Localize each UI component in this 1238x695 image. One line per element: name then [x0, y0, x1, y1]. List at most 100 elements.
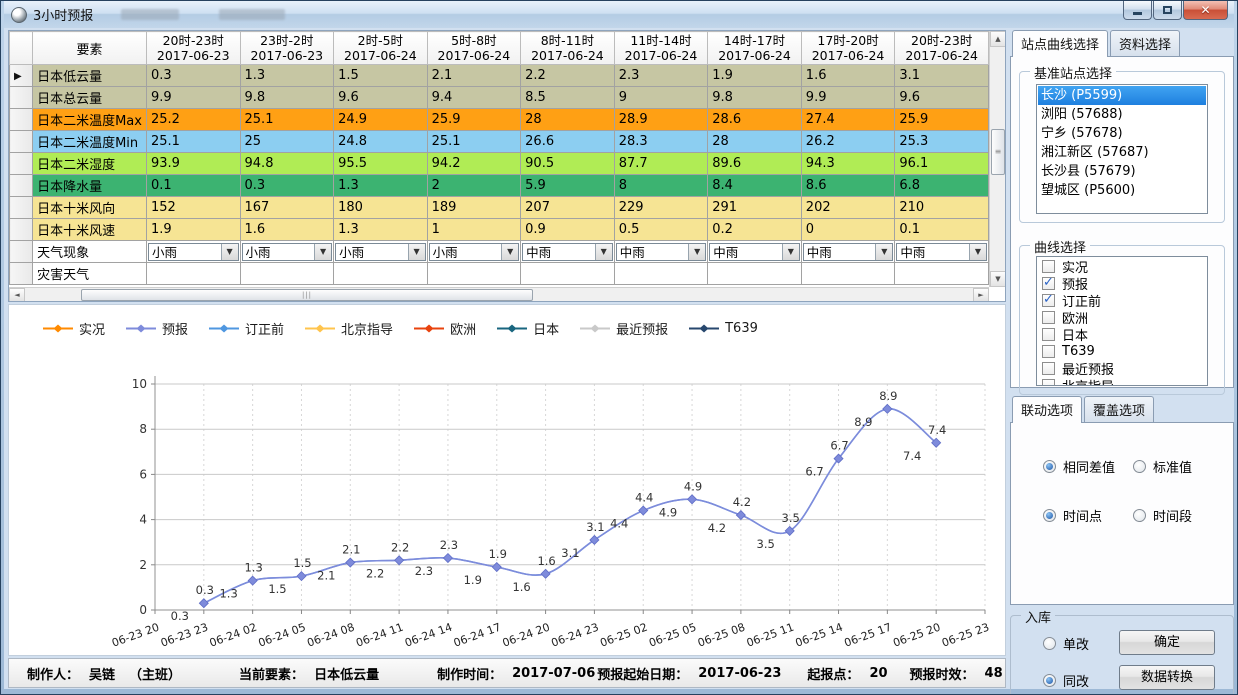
row-selector-cell[interactable]: [9, 108, 34, 131]
grid-cell[interactable]: 2.2: [520, 64, 615, 87]
station-listbox[interactable]: 长沙 (P5599) 浏阳 (57688) 宁乡 (57678) 湘江新区 (5768…: [1036, 84, 1208, 214]
grid-cell[interactable]: 291: [707, 196, 802, 219]
row-selector-cell[interactable]: ▶: [9, 64, 34, 87]
grid-cell[interactable]: [520, 262, 615, 285]
grid-cell[interactable]: [333, 262, 428, 285]
grid-cell[interactable]: 25.9: [426, 108, 522, 131]
weather-select[interactable]: 中雨 ▼: [802, 242, 894, 261]
chevron-down-icon[interactable]: ▼: [594, 243, 612, 260]
grid-cell[interactable]: 25.1: [426, 130, 522, 153]
table-horizontal-scrollbar[interactable]: ◄ ||| ►: [9, 287, 989, 301]
row-selector-cell[interactable]: [9, 174, 34, 197]
grid-cell[interactable]: 229: [613, 196, 709, 219]
curve-checkbox[interactable]: [1042, 260, 1055, 273]
linkage-radio[interactable]: [1043, 460, 1056, 473]
grid-cell[interactable]: 28.9: [613, 108, 709, 131]
grid-cell[interactable]: 210: [894, 196, 989, 219]
grid-cell[interactable]: 8.6: [800, 174, 896, 197]
grid-cell[interactable]: 0.5: [613, 218, 709, 241]
grid-cell[interactable]: [613, 262, 709, 285]
grid-cell[interactable]: 1: [426, 218, 522, 241]
grid-cell[interactable]: 24.9: [333, 108, 428, 131]
curve-checkbox-row[interactable]: 北京指导: [1038, 377, 1206, 385]
grid-cell[interactable]: 9.8: [239, 86, 335, 109]
tab-overlay-options[interactable]: 覆盖选项: [1084, 396, 1155, 422]
data-convert-button[interactable]: 数据转换: [1119, 665, 1215, 690]
horizontal-scroll-thumb[interactable]: |||: [81, 289, 533, 301]
store-radio-row[interactable]: 同改: [1043, 671, 1119, 690]
grid-cell[interactable]: 1.3: [239, 64, 335, 87]
legend-item[interactable]: 日本: [497, 319, 559, 338]
grid-cell[interactable]: 26.6: [520, 130, 615, 153]
row-selector-cell[interactable]: [9, 218, 34, 241]
grid-cell[interactable]: 9.8: [707, 86, 802, 109]
grid-cell[interactable]: 0: [800, 218, 896, 241]
row-selector-cell[interactable]: [9, 196, 34, 219]
grid-cell[interactable]: 2.1: [426, 64, 522, 87]
scroll-left-button[interactable]: ◄: [9, 287, 25, 301]
chevron-down-icon[interactable]: ▼: [220, 243, 238, 260]
maximize-button[interactable]: [1153, 1, 1182, 20]
scroll-down-button[interactable]: ▼: [990, 271, 1005, 287]
curve-checkbox[interactable]: [1042, 362, 1055, 375]
grid-cell[interactable]: 25.2: [145, 108, 241, 131]
linkage-radio-row[interactable]: 相同差值: [1043, 457, 1133, 476]
grid-cell[interactable]: 25.9: [894, 108, 989, 131]
grid-cell[interactable]: 94.2: [426, 152, 522, 175]
close-button[interactable]: ✕: [1183, 1, 1228, 20]
grid-cell[interactable]: 207: [520, 196, 615, 219]
curve-checkbox-row[interactable]: 订正前: [1038, 292, 1206, 310]
legend-item[interactable]: 最近预报: [580, 319, 668, 338]
legend-item[interactable]: 预报: [126, 319, 188, 338]
grid-cell[interactable]: 1.6: [800, 64, 896, 87]
station-option[interactable]: 长沙县 (57679): [1041, 164, 1136, 179]
grid-cell[interactable]: 27.4: [800, 108, 896, 131]
grid-cell[interactable]: 0.1: [894, 218, 989, 241]
grid-cell[interactable]: 0.9: [520, 218, 615, 241]
grid-cell[interactable]: 0.3: [145, 64, 241, 87]
station-option[interactable]: 望城区 (P5600): [1041, 183, 1136, 198]
chevron-down-icon[interactable]: ▼: [875, 243, 893, 260]
grid-cell[interactable]: 9.9: [145, 86, 241, 109]
grid-cell[interactable]: 1.5: [333, 64, 428, 87]
legend-item[interactable]: T639: [689, 321, 758, 336]
grid-cell[interactable]: 93.9: [145, 152, 241, 175]
grid-cell[interactable]: 95.5: [333, 152, 428, 175]
grid-cell[interactable]: 9: [613, 86, 709, 109]
grid-cell[interactable]: 96.1: [894, 152, 989, 175]
curve-checkbox[interactable]: [1042, 275, 1055, 290]
row-selector-cell[interactable]: [9, 130, 34, 153]
curve-checkbox-row[interactable]: 欧洲: [1038, 309, 1206, 327]
curve-checkbox[interactable]: [1042, 345, 1055, 358]
grid-cell[interactable]: 152: [145, 196, 241, 219]
grid-cell[interactable]: 1.9: [707, 64, 802, 87]
chevron-down-icon[interactable]: ▼: [781, 243, 799, 260]
grid-cell[interactable]: [426, 262, 522, 285]
grid-cell[interactable]: 8.5: [520, 86, 615, 109]
store-radio-row[interactable]: 单改: [1043, 634, 1119, 653]
row-selector-cell[interactable]: [9, 86, 34, 109]
grid-cell[interactable]: 87.7: [613, 152, 709, 175]
linkage-radio-row[interactable]: 时间段: [1133, 506, 1223, 525]
confirm-button[interactable]: 确定: [1119, 630, 1215, 655]
grid-cell[interactable]: [894, 262, 989, 285]
legend-item[interactable]: 订正前: [209, 319, 284, 338]
weather-select[interactable]: 小雨 ▼: [147, 242, 239, 261]
grid-cell[interactable]: 6.8: [894, 174, 989, 197]
grid-cell[interactable]: 9.6: [333, 86, 428, 109]
grid-cell[interactable]: 180: [333, 196, 428, 219]
curve-checkbox-row[interactable]: 实况: [1038, 258, 1206, 276]
linkage-radio[interactable]: [1133, 509, 1146, 522]
curve-checkbox-row[interactable]: 预报: [1038, 275, 1206, 293]
grid-cell[interactable]: 25.1: [239, 108, 335, 131]
tab-station-curve-select[interactable]: 站点曲线选择: [1012, 30, 1109, 57]
grid-cell[interactable]: [239, 262, 335, 285]
legend-item[interactable]: 实况: [43, 319, 105, 338]
store-radio[interactable]: [1043, 674, 1056, 687]
scroll-up-button[interactable]: ▲: [990, 31, 1005, 47]
linkage-radio[interactable]: [1043, 509, 1056, 522]
row-selector-cell[interactable]: [9, 262, 34, 285]
row-selector-cell[interactable]: [9, 240, 34, 263]
chevron-down-icon[interactable]: ▼: [501, 243, 519, 260]
legend-item[interactable]: 欧洲: [414, 319, 476, 338]
